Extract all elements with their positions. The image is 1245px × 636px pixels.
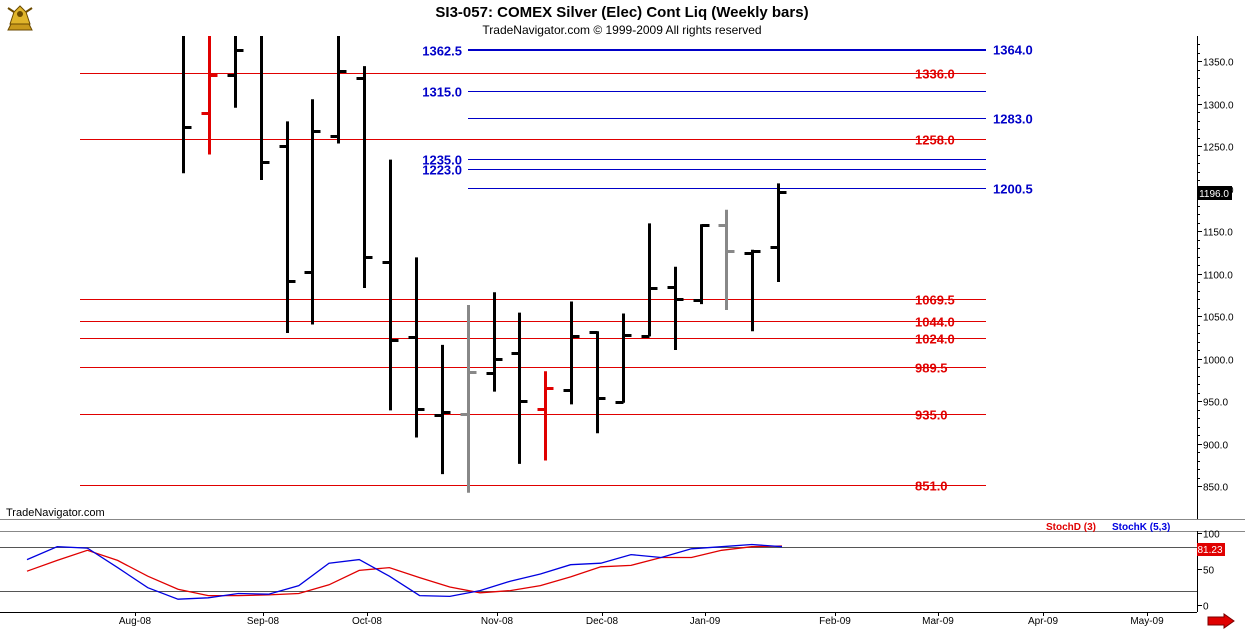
stoch-lines xyxy=(26,543,783,600)
price-tick-label: 850.0 xyxy=(1203,483,1228,494)
level-label: 1336.0 xyxy=(915,67,955,82)
legend-stoch-k: StochK (5,3) xyxy=(1112,522,1170,533)
stoch-last-box xyxy=(1197,543,1225,556)
level-label: 935.0 xyxy=(915,408,948,423)
stoch-d-line xyxy=(26,545,783,597)
level-label: 1283.0 xyxy=(993,112,1033,127)
date-tick-label: Sep-08 xyxy=(247,616,280,627)
brand-label: TradeNavigator.com xyxy=(6,507,105,519)
stoch-tick-label: 100 xyxy=(1203,530,1220,541)
date-tick-label: Jan-09 xyxy=(690,616,721,627)
level-label: 851.0 xyxy=(915,479,948,494)
price-tick-label: 1000.0 xyxy=(1203,356,1234,367)
stoch-tick-label: 0 xyxy=(1203,602,1209,613)
price-tick-label: 1100.0 xyxy=(1203,271,1233,282)
level-label: 1024.0 xyxy=(915,332,955,347)
level-label: 1362.5 xyxy=(422,44,462,59)
date-axis: Aug-08 Sep-08 Oct-08 Nov-08 Dec-08 Jan-09 Feb-… xyxy=(119,612,1164,627)
date-tick-label: Aug-08 xyxy=(119,616,152,627)
level-label: 1364.0 xyxy=(993,43,1033,58)
price-tick-label: 1350.0 xyxy=(1203,58,1234,69)
level-label: 1200.5 xyxy=(993,182,1033,197)
level-label: 1044.0 xyxy=(915,315,955,330)
date-tick-label: Feb-09 xyxy=(819,616,851,627)
level-label: 1258.0 xyxy=(915,133,955,148)
date-tick-label: Apr-09 xyxy=(1028,616,1058,627)
price-bars xyxy=(182,36,787,493)
stoch-k-line xyxy=(26,543,783,600)
price-tick-label: 1250.0 xyxy=(1203,143,1234,154)
level-label: 1315.0 xyxy=(422,85,462,100)
price-axis: 850.0 900.0 950.0 1000.0 1050.0 1100.0 1150.0 1… xyxy=(1197,44,1234,494)
price-tick-label: 1150.0 xyxy=(1203,228,1233,239)
stoch-tick-label: 50 xyxy=(1203,566,1215,577)
last-price-label: 1196.0 xyxy=(1199,189,1229,200)
price-tick-label: 950.0 xyxy=(1203,398,1228,409)
logo-icon xyxy=(2,2,38,34)
stoch-axis: 0 50 100 xyxy=(1197,530,1220,613)
last-price-box xyxy=(1197,186,1232,200)
scroll-right-arrow-icon[interactable] xyxy=(1205,613,1235,629)
chart-title: SI3-057: COMEX Silver (Elec) Cont Liq (W… xyxy=(435,4,808,21)
date-tick-label: Nov-08 xyxy=(481,616,514,627)
date-tick-label: May-09 xyxy=(1130,616,1164,627)
level-label: 1223.0 xyxy=(422,163,462,178)
level-label: 1235.0 xyxy=(422,153,462,168)
copyright-text: TradeNavigator.com © 1999-2009 All right… xyxy=(482,23,761,37)
level-label: 1069.5 xyxy=(915,293,955,308)
stoch-reference-lines xyxy=(0,547,1197,592)
level-label: 989.5 xyxy=(915,361,948,376)
stoch-last-label: 81.23 xyxy=(1197,545,1222,556)
date-tick-label: Mar-09 xyxy=(922,616,954,627)
price-tick-label: 1300.0 xyxy=(1203,101,1234,112)
price-tick-label: 1050.0 xyxy=(1203,313,1234,324)
price-level-lines: 1364.0 1362.5 1336.0 1315.0 1283.0 1258.0 1235… xyxy=(80,43,1033,494)
date-tick-label: Dec-08 xyxy=(586,616,619,627)
price-tick-label: 900.0 xyxy=(1203,441,1228,452)
legend-stoch-d: StochD (3) xyxy=(1046,522,1096,533)
date-tick-label: Oct-08 xyxy=(352,616,382,627)
